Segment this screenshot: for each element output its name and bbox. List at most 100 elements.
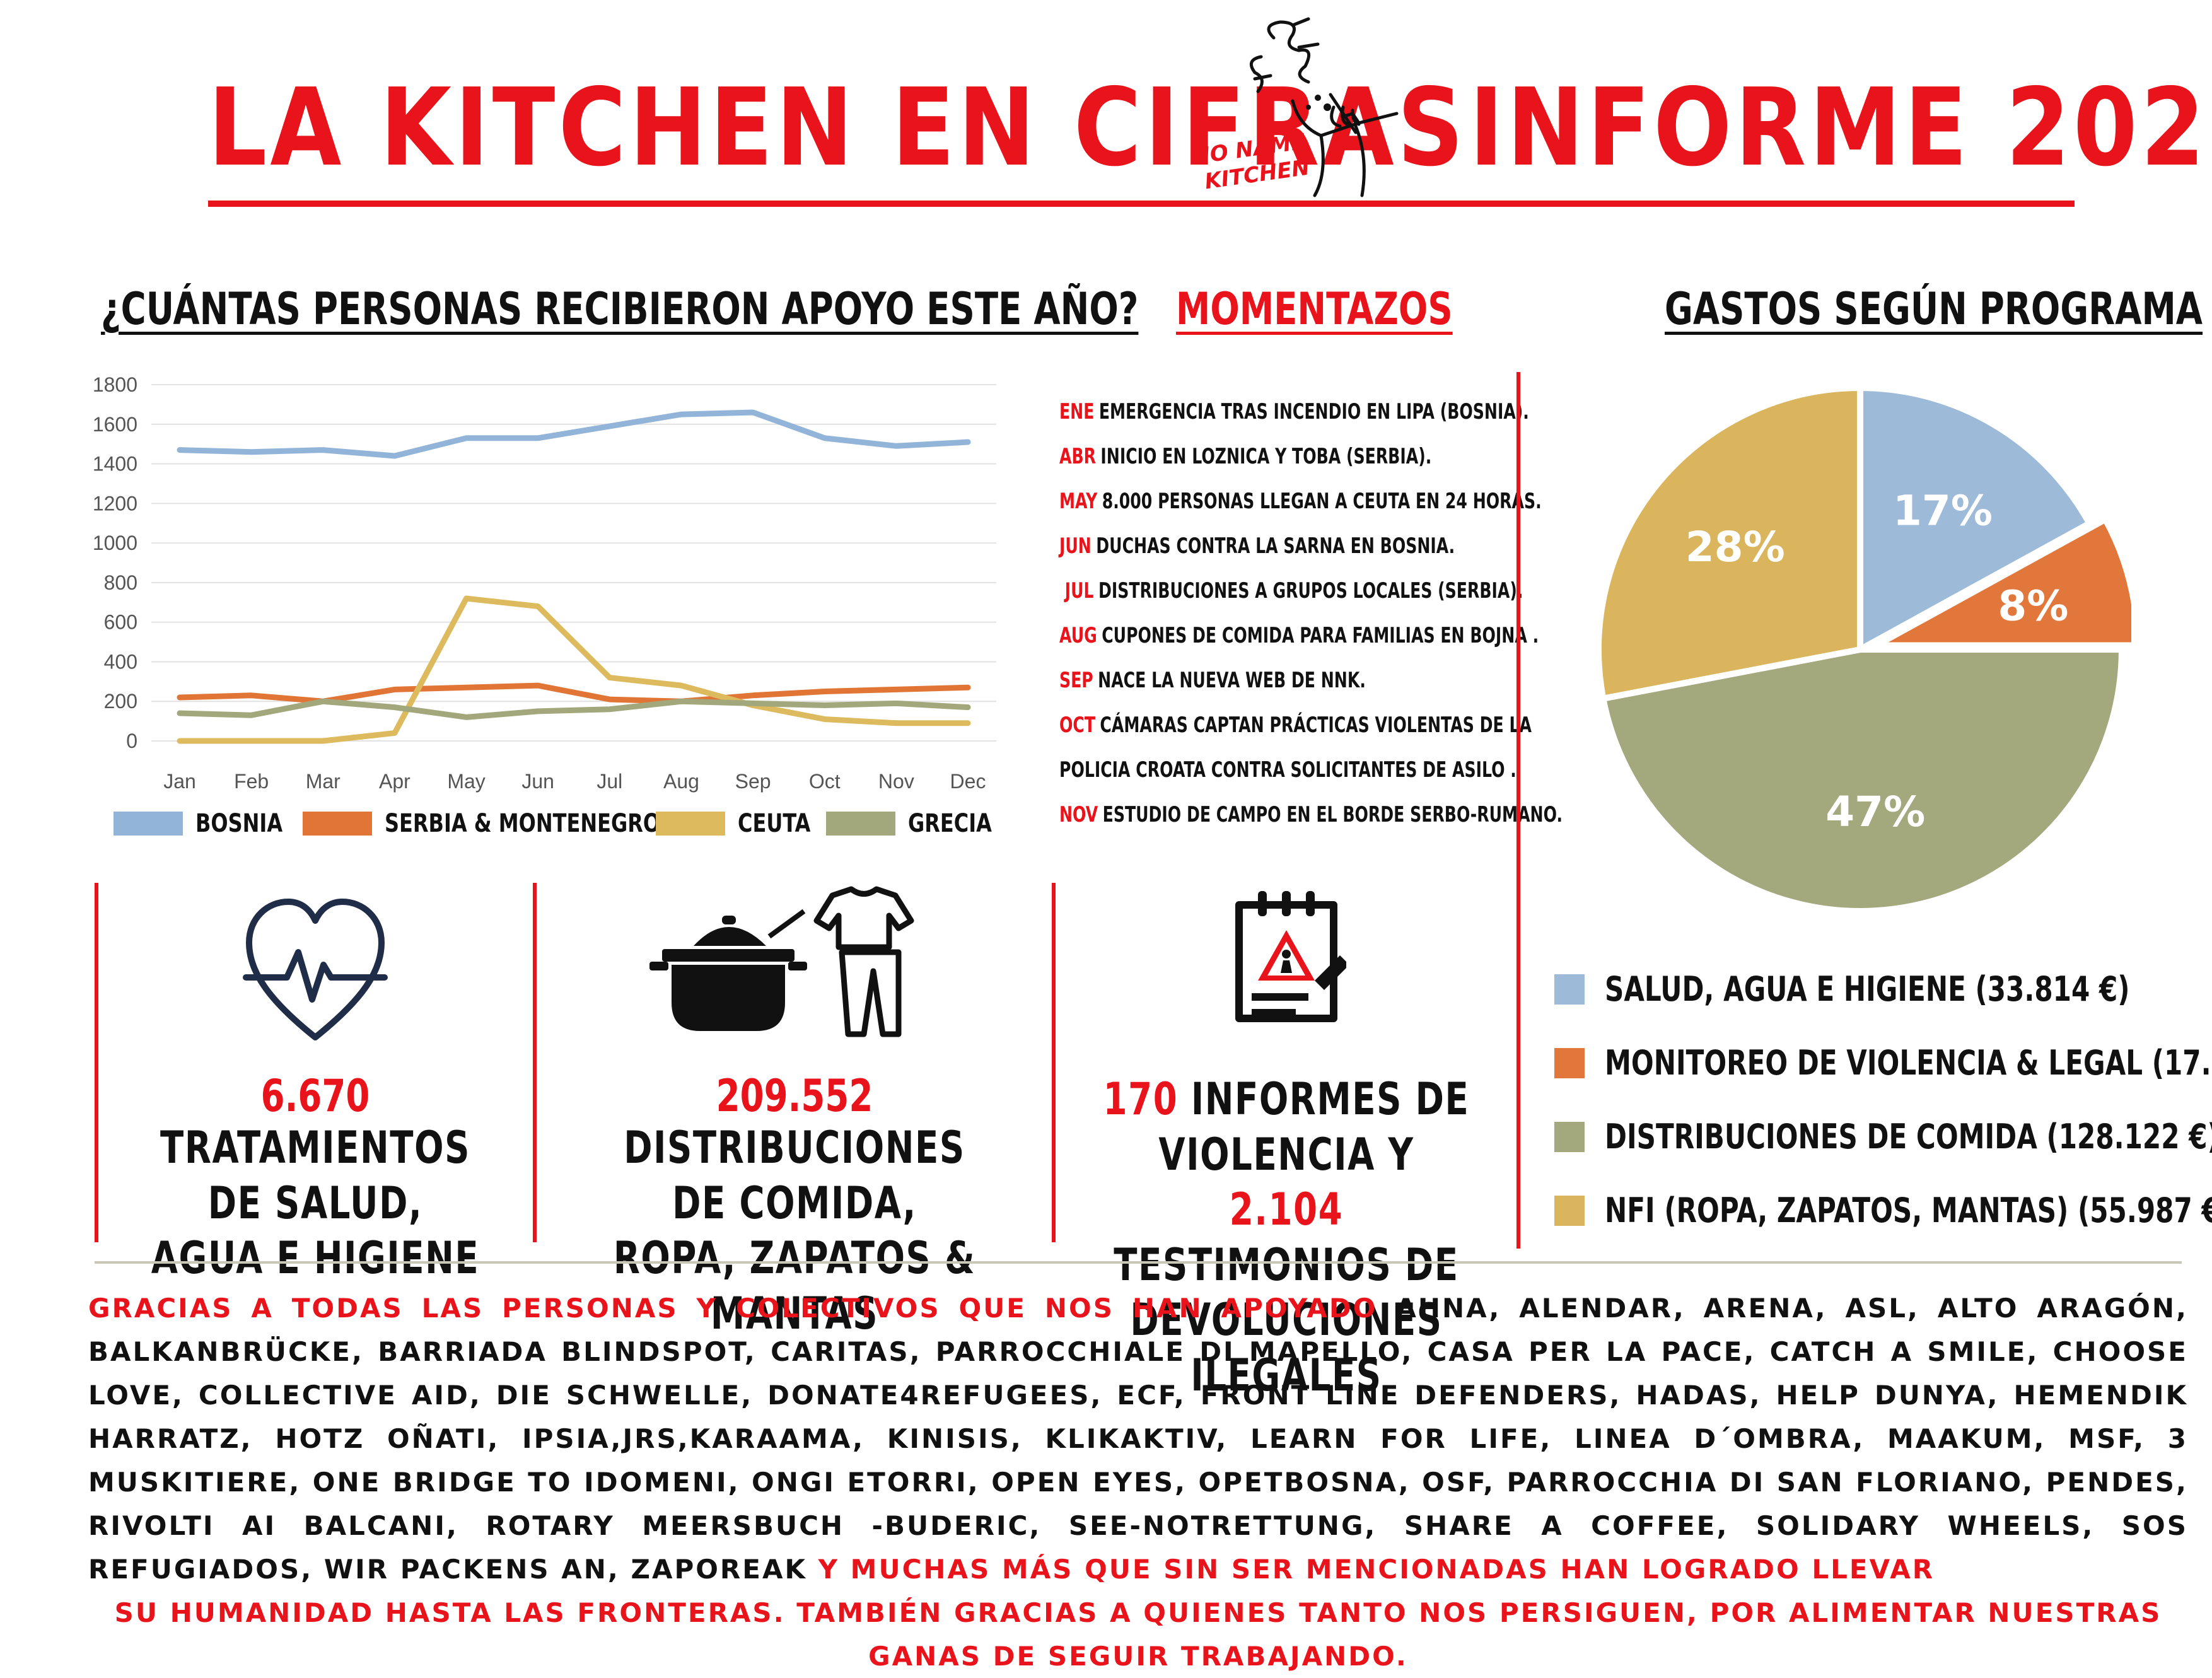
moment-item: POLICIA CROATA CONTRA SOLICITANTES DE AS…	[1059, 757, 1516, 783]
stat-distributions-text: 209.552 DISTRIBUCIONES DE COMIDA, ROPA, …	[595, 1072, 994, 1341]
legend-swatch-grecia	[826, 812, 895, 836]
legend-swatch-bosnia	[114, 812, 183, 836]
moment-item: JUN DUCHAS CONTRA LA SARNA EN BOSNIA.	[1059, 533, 1455, 559]
pie-legend-label: DISTRIBUCIONES DE COMIDA (128.122 €)	[1605, 1117, 2212, 1157]
thanks-closing-a: Y MUCHAS MÁS QUE SIN SER MENCIONADAS HAN…	[818, 1554, 1935, 1585]
y-tick-label: 800	[104, 571, 137, 594]
thanks-paragraph: GRACIAS A TODAS LAS PERSONAS Y COLECTIVO…	[88, 1286, 2188, 1678]
x-tick-label: May	[447, 770, 485, 793]
pie-legend-item: SALUD, AGUA E HIGIENE (33.814 €)	[1554, 952, 2185, 1026]
stat-health-number: 6.670	[260, 1070, 370, 1122]
moment-item: ABR INICIO EN LOZNICA Y TOBA (SERBIA).	[1059, 444, 1432, 469]
moments-heading: MOMENTAZOS	[1176, 283, 1453, 335]
section-divider	[95, 1261, 2182, 1264]
legend-item-grecia: GRECIA	[826, 809, 1013, 838]
thanks-intro: GRACIAS A TODAS LAS PERSONAS Y COLECTIVO…	[88, 1293, 1378, 1324]
heart-pulse-icon	[243, 899, 388, 1040]
legend-swatch-ceuta	[656, 812, 725, 836]
moment-item: JUL DISTRIBUCIONES A GRUPOS LOCALES (SERB…	[1064, 578, 1523, 603]
stat-distributions-line2: ROPA, ZAPATOS & MANTAS	[613, 1232, 976, 1339]
pie-chart-heading: GASTOS SEGÚN PROGRAMA	[1665, 283, 2203, 335]
legend-item-ceuta: CEUTA	[656, 809, 829, 838]
legend-label-serbia: SERBIA & MONTENEGRO	[385, 809, 661, 838]
line-chart-legend: BOSNIA SERBIA & MONTENEGRO CEUTA GRECIA	[114, 809, 1028, 841]
series-line-grecia	[177, 698, 971, 720]
pie-slice	[1857, 384, 2094, 655]
y-tick-label: 1600	[93, 413, 137, 436]
pie-legend-swatch	[1554, 1195, 1585, 1226]
cooking-pot-icon	[649, 886, 914, 1037]
legend-label-bosnia: BOSNIA	[195, 809, 283, 838]
y-tick-label: 600	[104, 611, 137, 634]
x-tick-label: Jun	[521, 770, 554, 793]
stat-reports-line3: DEVOLUCIONES ILEGALES	[1130, 1294, 1443, 1401]
report-clipboard-icon	[1235, 891, 1346, 1022]
stat-distributions: 209.552 DISTRIBUCIONES DE COMIDA, ROPA, …	[539, 883, 1050, 1339]
x-tick-label: Oct	[809, 770, 841, 793]
y-tick-label: 1400	[93, 453, 137, 475]
pie-slice-label: 47%	[1825, 788, 1925, 836]
moment-item: AUG CUPONES DE COMIDA PARA FAMILIAS EN BO…	[1059, 623, 1539, 648]
y-tick-label: 1200	[93, 492, 137, 515]
y-tick-label: 1800	[93, 373, 137, 396]
stat-reports: 170 INFORMES DE VIOLENCIA Y 2.104 TESTIM…	[1056, 883, 1516, 1401]
moment-item: SEP NACE LA NUEVA WEB DE NNK.	[1059, 668, 1366, 693]
y-tick-label: 0	[126, 730, 137, 752]
stat-distributions-line1: DISTRIBUCIONES DE COMIDA,	[624, 1122, 965, 1229]
fork-fist-icon	[1249, 17, 1399, 197]
x-tick-label: Jan	[163, 770, 196, 793]
legend-swatch-serbia	[303, 812, 372, 836]
pie-legend: SALUD, AGUA E HIGIENE (33.814 €) MONITOR…	[1554, 952, 2212, 1247]
logo: NO NAME KITCHEN	[1190, 13, 1438, 202]
stat-distributions-number: 209.552	[716, 1070, 873, 1122]
legend-label-ceuta: CEUTA	[738, 809, 811, 838]
stat-reports-line1: 170 INFORMES DE VIOLENCIA Y	[1103, 1073, 1470, 1180]
stat-reports-line2: 2.104 TESTIMONIOS DE	[1114, 1184, 1459, 1291]
x-tick-label: Mar	[306, 770, 341, 793]
pie-legend-label: SALUD, AGUA E HIGIENE (33.814 €)	[1605, 969, 2130, 1009]
pie-legend-swatch	[1554, 974, 1585, 1005]
y-tick-label: 200	[104, 690, 137, 713]
pie-legend-item: NFI (ROPA, ZAPATOS, MANTAS) (55.987 €)	[1554, 1174, 2212, 1247]
x-tick-label: Sep	[735, 770, 771, 793]
x-tick-label: Dec	[950, 770, 986, 793]
stat-health-text: 6.670 TRATAMIENTOS DE SALUD, AGUA E HIGI…	[148, 1072, 482, 1286]
title-underline	[208, 201, 2075, 207]
x-tick-label: Apr	[379, 770, 410, 793]
legend-item-bosnia: BOSNIA	[114, 809, 305, 838]
moment-item: NOV ESTUDIO DE CAMPO EN EL BORDE SERBO-RU…	[1059, 802, 1563, 827]
moment-item: OCT CÁMARAS CAPTAN PRÁCTICAS VIOLENTAS DE…	[1059, 713, 1532, 738]
pie-legend-item: MONITOREO DE VIOLENCIA & LEGAL (17.800 €…	[1554, 1026, 2212, 1100]
divider-stat-3-left	[1052, 883, 1056, 1242]
y-tick-label: 1000	[93, 532, 137, 554]
divider-stat-1-left	[95, 883, 98, 1242]
stat-health-line2: AGUA E HIGIENE	[151, 1232, 480, 1284]
moment-item: MAY 8.000 PERSONAS LLEGAN A CEUTA EN 24 H…	[1059, 489, 1542, 514]
divider-stat-2-left	[533, 883, 537, 1242]
thanks-list: AHNA, ALENDAR, ARENA, ASL, ALTO ARAGÓN, …	[88, 1293, 2188, 1585]
pie-slice-label: 8%	[1998, 582, 2068, 631]
moments-list: ENE EMERGENCIA TRAS INCENDIO EN LIPA (BOS…	[1059, 390, 1563, 837]
divider-moments-right	[1516, 372, 1520, 1249]
x-tick-label: Nov	[878, 770, 914, 793]
pie-legend-item: DISTRIBUCIONES DE COMIDA (128.122 €)	[1554, 1100, 2212, 1174]
pie-slice-label: 28%	[1685, 523, 1785, 571]
y-tick-label: 400	[104, 650, 137, 673]
x-tick-label: Aug	[663, 770, 699, 793]
moment-item: ENE EMERGENCIA TRAS INCENDIO EN LIPA (BOS…	[1059, 399, 1529, 424]
pie-slice-label: 17%	[1893, 487, 1993, 535]
line-chart: 0 200 400 600 800 1000 1200 1400 1600 1800 Jan Feb…	[93, 373, 996, 793]
pie-legend-label: NFI (ROPA, ZAPATOS, MANTAS) (55.987 €)	[1605, 1191, 2212, 1230]
thanks-closing-b: SU HUMANIDAD HASTA LAS FRONTERAS. TAMBIÉ…	[114, 1597, 2162, 1672]
page-title-right: INFORME 2021	[1469, 66, 2212, 190]
series-line-serbia-montenegro	[177, 682, 971, 704]
line-chart-heading: ¿CUÁNTAS PERSONAS RECIBIERON APOYO ESTE …	[101, 283, 1139, 335]
stat-health-line1: TRATAMIENTOS DE SALUD,	[160, 1122, 470, 1229]
pie-legend-label: MONITOREO DE VIOLENCIA & LEGAL (17.800 €…	[1605, 1043, 2212, 1083]
stat-health: 6.670 TRATAMIENTOS DE SALUD, AGUA E HIGI…	[101, 883, 530, 1284]
pie-legend-swatch	[1554, 1121, 1585, 1152]
pie-slice	[1874, 515, 2131, 649]
page-title-left: LA KITCHEN EN CIFRAS	[208, 66, 1467, 190]
x-tick-label: Feb	[234, 770, 269, 793]
pie-chart: 17%8% 47% 28%	[1595, 384, 2131, 914]
